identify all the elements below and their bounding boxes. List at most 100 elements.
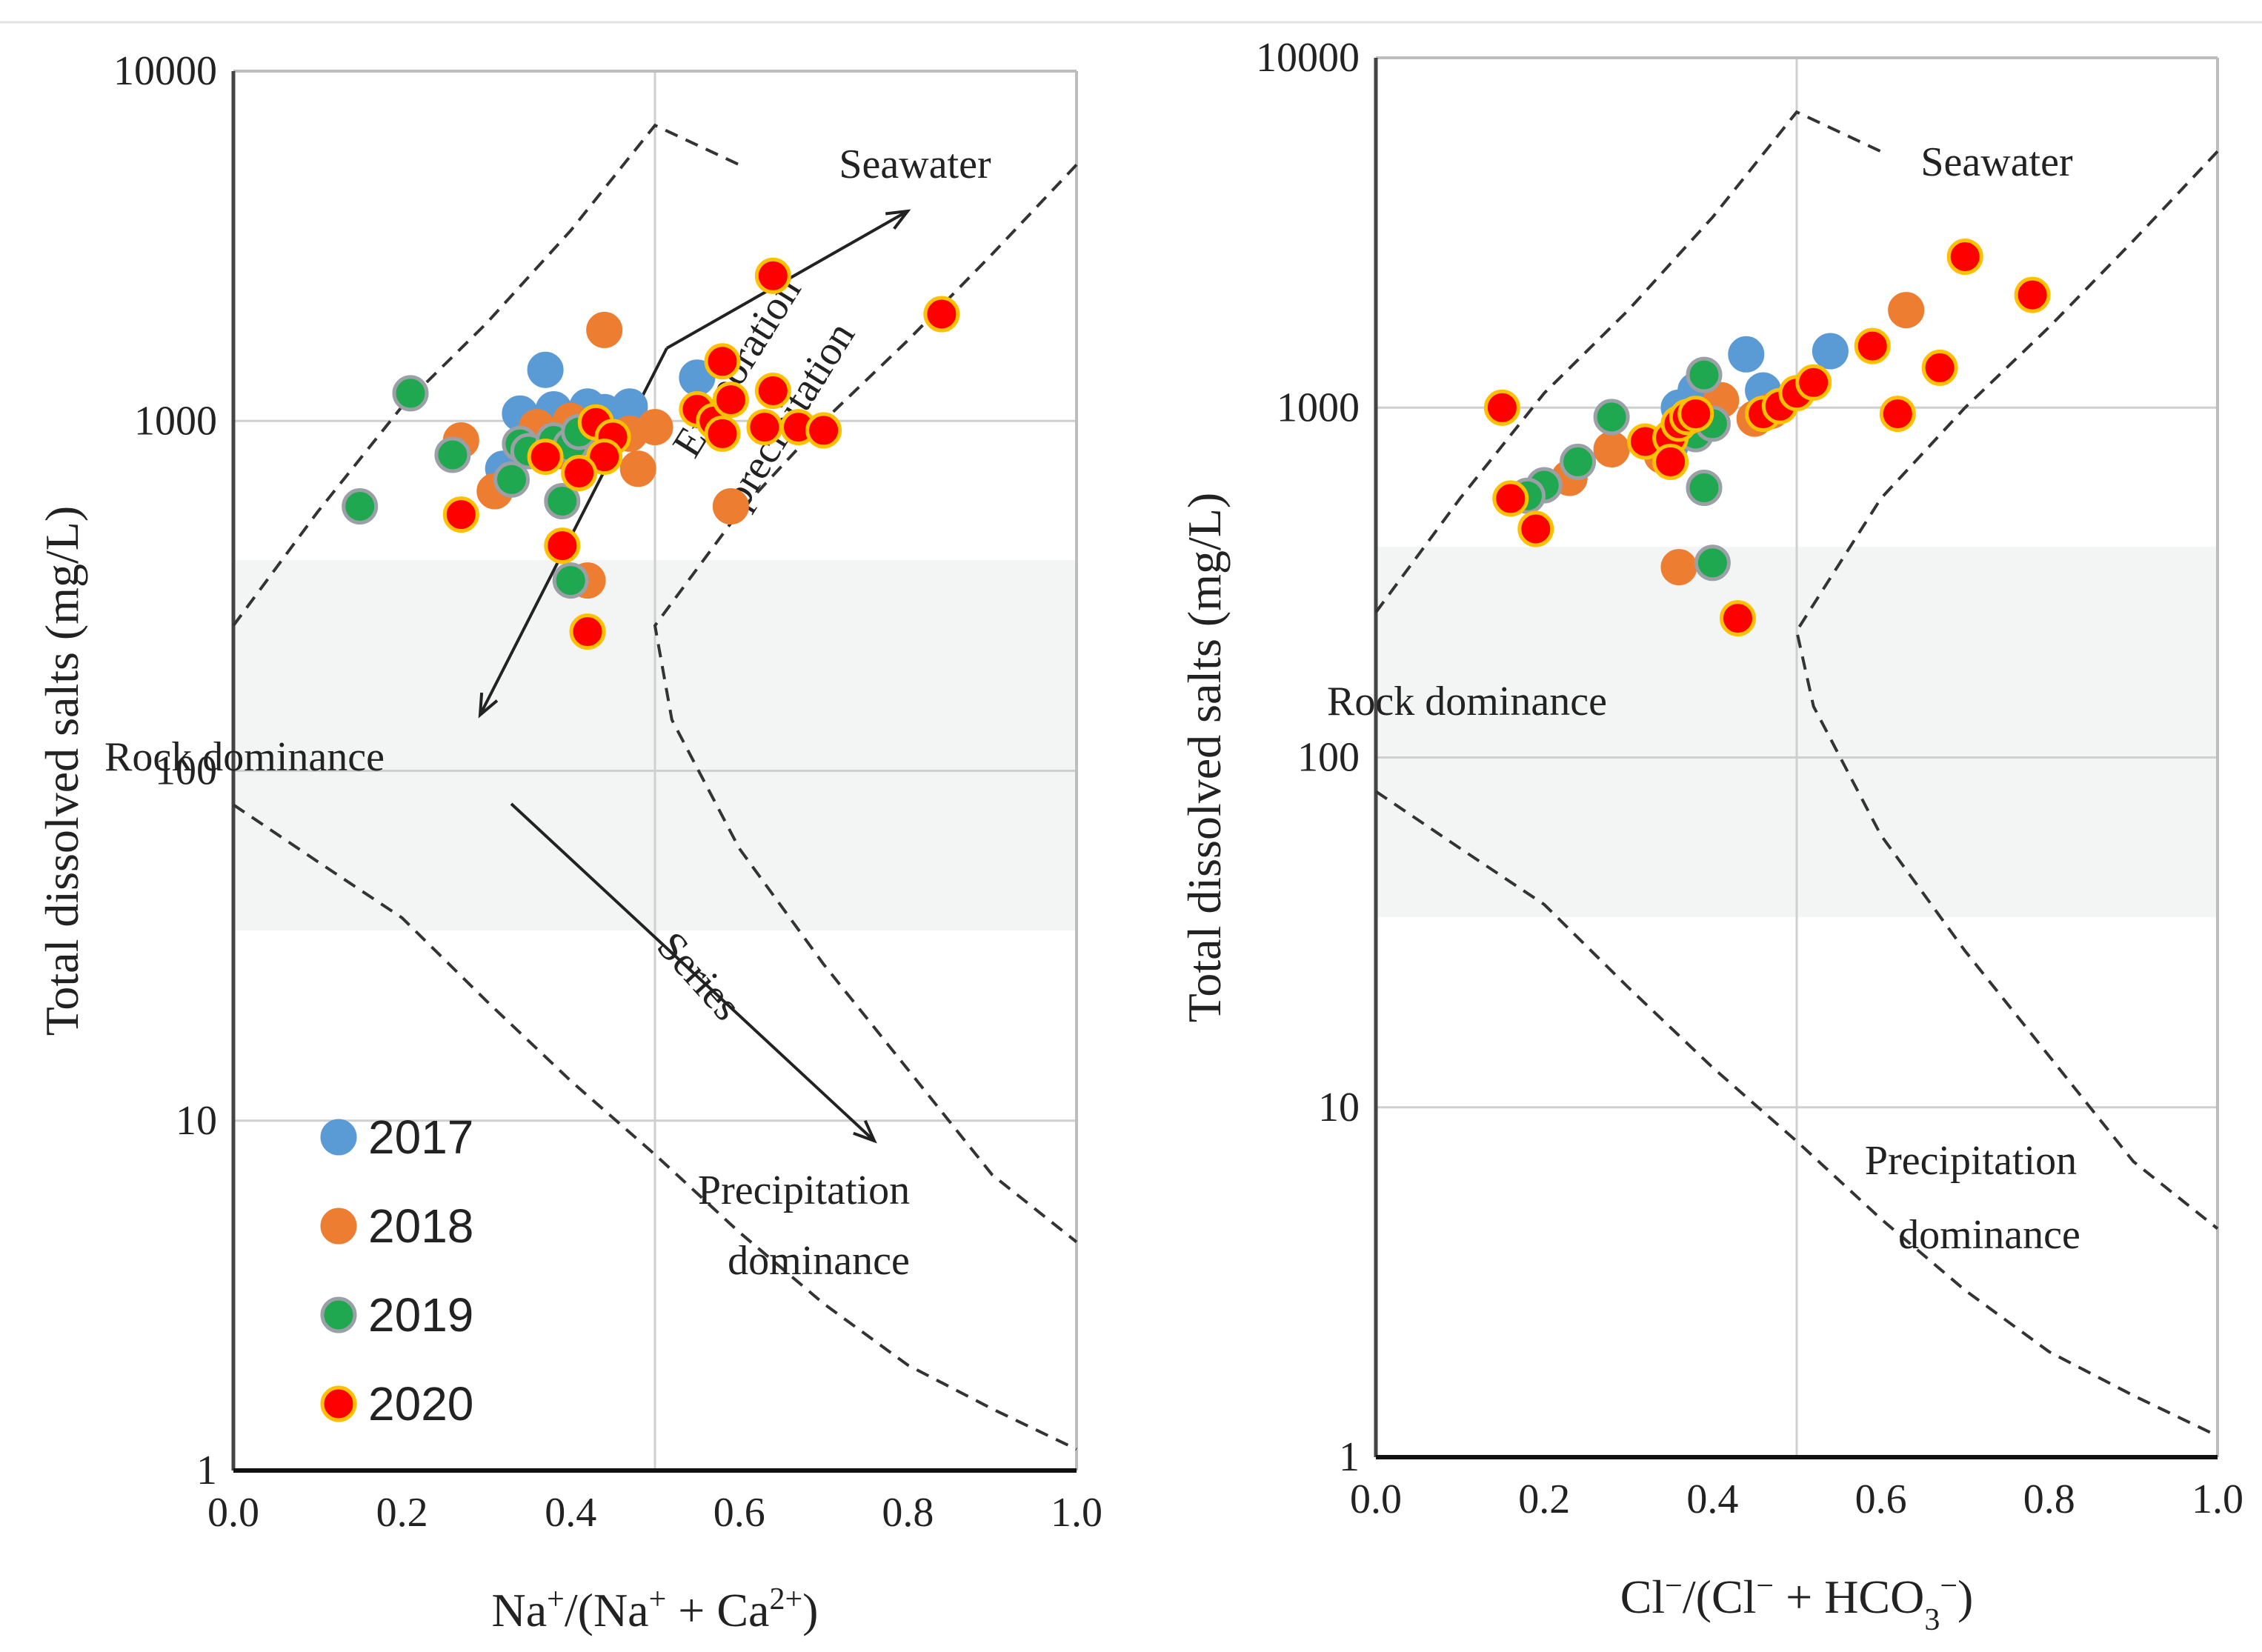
data-point-2017 bbox=[1728, 336, 1765, 373]
boundary-dashed-line-1 bbox=[653, 164, 1078, 1244]
data-point-2017 bbox=[1812, 333, 1849, 370]
data-point-2020 bbox=[754, 373, 791, 409]
legend-label-2018: 2018 bbox=[368, 1199, 473, 1253]
x-tick-label: 0.4 bbox=[545, 1490, 596, 1536]
annotation-label: Precipitation bbox=[1865, 1138, 2077, 1184]
data-point-2020 bbox=[1517, 510, 1554, 547]
data-point-2020 bbox=[1652, 443, 1689, 480]
x-axis-title: Na+/(Na+ + Ca2+) bbox=[492, 1582, 819, 1636]
legend-marker-2019 bbox=[320, 1296, 357, 1333]
y-tick-label: 1 bbox=[196, 1448, 217, 1493]
x-tick-label: 1.0 bbox=[1051, 1490, 1102, 1536]
x-tick-label: 1.0 bbox=[2192, 1476, 2243, 1522]
x-axis-title-part: ) bbox=[802, 1584, 818, 1636]
y-tick-label: 1000 bbox=[1277, 384, 1360, 430]
y-tick-label: 100 bbox=[155, 748, 217, 794]
data-point-2019 bbox=[1686, 470, 1723, 506]
left-gibbs-chart: SeawaterEvaporationprecipitationRock dom… bbox=[36, 48, 1102, 1636]
data-point-2020 bbox=[544, 527, 581, 564]
data-point-2020 bbox=[1720, 600, 1756, 637]
data-point-2020 bbox=[1946, 239, 1983, 275]
data-point-2020 bbox=[1492, 480, 1529, 517]
data-point-2019 bbox=[1694, 544, 1731, 582]
data-point-2020 bbox=[1483, 389, 1520, 426]
x-axis-title: Cl−/(Cl− + HCO3−) bbox=[1620, 1569, 1974, 1637]
x-axis-title-part: /(Na bbox=[565, 1584, 649, 1636]
trend-arrow-head-1 bbox=[478, 692, 499, 719]
data-point-2019 bbox=[552, 562, 589, 599]
x-axis-title-part: + bbox=[547, 1582, 565, 1616]
x-axis-title-part: + bbox=[649, 1582, 667, 1616]
legend-marker-2017 bbox=[320, 1119, 357, 1156]
annotation-label: Seawater bbox=[839, 141, 991, 187]
legend-marker-2018 bbox=[320, 1208, 357, 1245]
data-point-2018 bbox=[712, 488, 749, 524]
data-point-2019 bbox=[1593, 399, 1630, 436]
data-point-2020 bbox=[704, 343, 741, 380]
data-point-2020 bbox=[704, 415, 741, 452]
annotation-label: Rock dominance bbox=[104, 734, 385, 780]
data-point-2017 bbox=[527, 351, 564, 388]
x-tick-label: 0.6 bbox=[1855, 1476, 1907, 1522]
data-point-2019 bbox=[493, 461, 530, 498]
data-point-2018 bbox=[1593, 431, 1630, 467]
data-point-2020 bbox=[712, 382, 749, 419]
data-point-2019 bbox=[1560, 443, 1597, 480]
x-tick-label: 0.8 bbox=[882, 1490, 934, 1536]
data-point-2020 bbox=[586, 439, 623, 476]
data-point-2018 bbox=[1660, 549, 1697, 586]
x-axis-title-part: − bbox=[1756, 1569, 1774, 1603]
data-point-2020 bbox=[1677, 396, 1714, 433]
data-point-2019 bbox=[434, 436, 471, 473]
x-tick-label: 0.4 bbox=[1686, 1476, 1738, 1522]
x-axis-title-part: 2+ bbox=[769, 1582, 802, 1616]
y-tick-label: 10000 bbox=[1256, 35, 1360, 81]
x-tick-label: 0.8 bbox=[2023, 1476, 2075, 1522]
data-point-2020 bbox=[1854, 327, 1891, 364]
x-axis-title-part: /(Cl bbox=[1683, 1571, 1757, 1623]
data-point-2020 bbox=[561, 455, 598, 491]
x-tick-label: 0.6 bbox=[713, 1490, 765, 1536]
trend-arrow-head-0 bbox=[885, 209, 911, 230]
y-axis-title: Total dissolved salts (mg/L) bbox=[36, 506, 88, 1036]
y-tick-label: 10000 bbox=[113, 48, 217, 94]
data-point-2018 bbox=[1888, 292, 1925, 329]
y-tick-label: 10 bbox=[1318, 1085, 1360, 1130]
legend-label-2020: 2020 bbox=[368, 1377, 473, 1430]
trend-arrow-2 bbox=[510, 802, 876, 1142]
annotation-label: dominance bbox=[728, 1238, 910, 1284]
x-axis-title-part: ) bbox=[1957, 1571, 1973, 1623]
x-tick-label: 0.0 bbox=[1350, 1476, 1402, 1522]
y-tick-label: 1000 bbox=[134, 398, 217, 444]
annotation-label: Rock dominance bbox=[1327, 679, 1607, 725]
x-axis-title-part: − bbox=[1665, 1569, 1683, 1603]
data-point-2020 bbox=[1879, 396, 1916, 433]
legend-label-2017: 2017 bbox=[368, 1110, 473, 1164]
data-point-2019 bbox=[392, 375, 429, 412]
x-axis-title-part: 3 bbox=[1924, 1603, 1940, 1637]
data-point-2020 bbox=[442, 496, 479, 533]
data-point-2020 bbox=[923, 296, 960, 333]
legend-label-2019: 2019 bbox=[368, 1288, 473, 1342]
annotation-label: Seawater bbox=[1920, 139, 2073, 185]
x-axis-title-part: + Ca bbox=[666, 1584, 769, 1636]
data-point-2020 bbox=[754, 257, 791, 294]
data-point-2020 bbox=[569, 613, 606, 650]
legend-marker-2020 bbox=[320, 1385, 357, 1422]
x-tick-label: 0.2 bbox=[1518, 1476, 1570, 1522]
annotation-label: dominance bbox=[1898, 1212, 2080, 1258]
x-axis-title-part: − bbox=[1940, 1569, 1957, 1603]
y-tick-label: 1 bbox=[1339, 1434, 1360, 1480]
x-axis-title-part: + HCO bbox=[1774, 1571, 1924, 1623]
boundary-dashed-line-0 bbox=[1374, 110, 1882, 613]
y-axis-title: Total dissolved salts (mg/L) bbox=[1178, 493, 1231, 1022]
trend-arrow-head-2 bbox=[853, 1119, 877, 1144]
data-point-2020 bbox=[2014, 276, 2051, 313]
data-point-2019 bbox=[342, 488, 379, 524]
data-point-2019 bbox=[544, 483, 581, 519]
x-axis-title-part: Na bbox=[492, 1584, 548, 1636]
x-tick-label: 0.0 bbox=[207, 1490, 259, 1536]
y-tick-label: 100 bbox=[1297, 735, 1360, 781]
y-tick-label: 10 bbox=[176, 1098, 217, 1144]
